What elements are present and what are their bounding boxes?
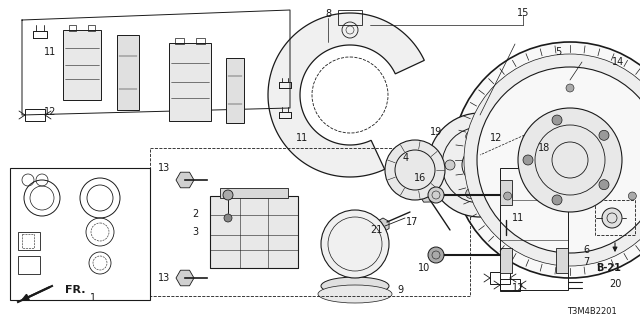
Text: 21: 21: [370, 225, 382, 235]
Text: 15: 15: [517, 8, 529, 18]
Bar: [18, 232, 40, 250]
Circle shape: [428, 187, 444, 203]
Text: 20: 20: [609, 279, 621, 289]
Bar: [175, 38, 184, 44]
Ellipse shape: [230, 77, 239, 103]
Circle shape: [499, 142, 509, 152]
Circle shape: [552, 115, 562, 125]
Text: 3: 3: [192, 227, 198, 237]
Circle shape: [599, 180, 609, 190]
Text: 4: 4: [403, 153, 409, 163]
Circle shape: [566, 84, 574, 92]
Text: 8: 8: [325, 9, 331, 19]
Ellipse shape: [122, 57, 134, 87]
Circle shape: [464, 54, 640, 266]
Bar: [18, 256, 40, 274]
Circle shape: [466, 132, 476, 141]
Bar: [169, 43, 211, 121]
Bar: [150, 148, 470, 296]
Text: FR.: FR.: [65, 285, 86, 295]
Bar: [196, 38, 205, 44]
Bar: [117, 35, 139, 109]
Circle shape: [602, 208, 622, 228]
Text: 10: 10: [418, 263, 430, 273]
Bar: [25, 109, 45, 121]
Bar: [500, 279, 520, 291]
Circle shape: [428, 113, 532, 217]
Circle shape: [224, 214, 232, 222]
Circle shape: [321, 210, 389, 278]
Bar: [595, 200, 635, 235]
Text: 18: 18: [538, 143, 550, 153]
Bar: [63, 30, 101, 100]
Ellipse shape: [321, 277, 389, 295]
Circle shape: [628, 192, 636, 200]
Circle shape: [477, 67, 640, 253]
Circle shape: [499, 178, 509, 188]
Circle shape: [466, 188, 476, 198]
Bar: [556, 180, 568, 205]
Text: 11: 11: [512, 213, 524, 223]
Text: 7: 7: [583, 257, 589, 267]
Bar: [490, 272, 510, 284]
Text: 17: 17: [406, 217, 418, 227]
Text: 16: 16: [414, 173, 426, 183]
Bar: [500, 180, 512, 205]
Circle shape: [518, 108, 622, 212]
Circle shape: [599, 130, 609, 140]
Bar: [10, 168, 150, 300]
Circle shape: [523, 155, 533, 165]
Circle shape: [504, 192, 511, 200]
Text: 12: 12: [490, 133, 502, 143]
Text: 12: 12: [512, 283, 524, 293]
Text: 5: 5: [555, 47, 561, 57]
Text: 11: 11: [296, 133, 308, 143]
Bar: [220, 188, 288, 198]
Bar: [22, 234, 34, 248]
Bar: [210, 196, 298, 268]
Bar: [500, 248, 512, 273]
Polygon shape: [268, 13, 424, 177]
Ellipse shape: [318, 285, 392, 303]
Bar: [500, 168, 568, 290]
Bar: [338, 10, 362, 25]
Text: 12: 12: [44, 107, 56, 117]
Circle shape: [223, 190, 233, 200]
Circle shape: [452, 42, 640, 278]
Circle shape: [469, 148, 473, 151]
Circle shape: [428, 247, 444, 263]
Text: T3M4B2201: T3M4B2201: [567, 308, 617, 316]
Circle shape: [469, 163, 473, 166]
Circle shape: [385, 140, 445, 200]
Bar: [68, 25, 76, 31]
Circle shape: [552, 195, 562, 205]
Bar: [88, 25, 95, 31]
Text: 14: 14: [612, 57, 624, 67]
Circle shape: [445, 160, 455, 170]
Text: 6: 6: [583, 245, 589, 255]
Text: 19: 19: [430, 127, 442, 137]
Text: 2: 2: [192, 209, 198, 219]
Text: 11: 11: [44, 47, 56, 57]
Text: 1: 1: [90, 293, 96, 303]
Text: 9: 9: [397, 285, 403, 295]
Bar: [226, 58, 244, 123]
Bar: [556, 248, 568, 273]
Text: B-21: B-21: [596, 263, 621, 273]
Text: 13: 13: [158, 273, 170, 283]
Text: 13: 13: [158, 163, 170, 173]
